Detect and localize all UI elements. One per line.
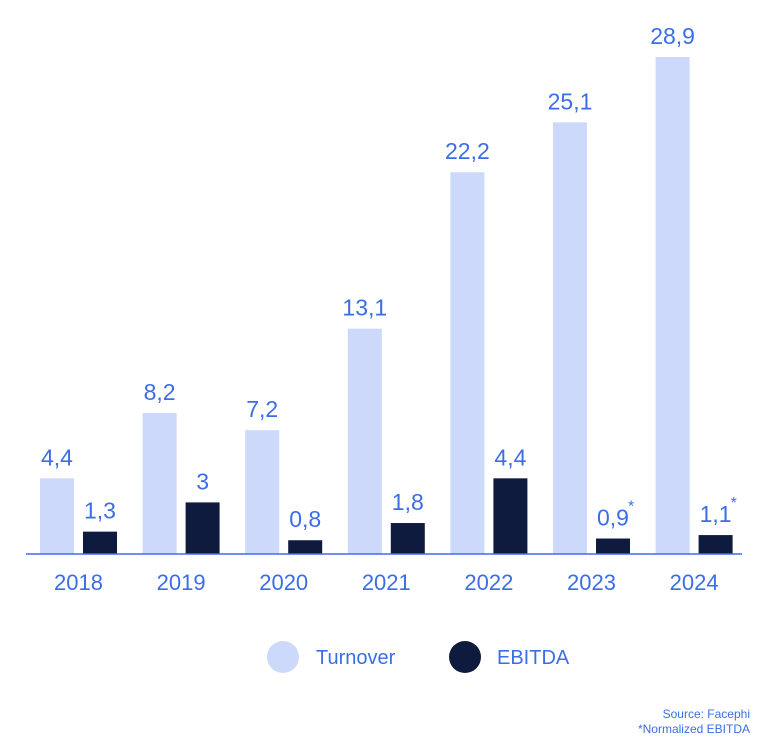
turnover-bar-2024	[655, 57, 690, 554]
turnover-value-label-2019: 8,2	[144, 379, 176, 405]
turnover-bar-2020	[245, 430, 280, 554]
legend-swatch-ebitda	[449, 641, 481, 673]
turnover-bar-2019	[142, 412, 177, 554]
ebitda-value-label-2020: 0,8	[289, 506, 321, 532]
ebitda-bar-2020	[288, 540, 323, 554]
ebitda-value-label-2018: 1,3	[84, 498, 116, 524]
ebitda-bar-2018	[83, 531, 117, 554]
turnover-value-label-2020: 7,2	[246, 396, 278, 422]
turnover-value-label-2018: 4,4	[41, 444, 73, 470]
ebitda-bar-2019	[185, 502, 220, 554]
ebitda-bar-2021	[390, 523, 425, 554]
ebitda-bar-2022	[493, 478, 528, 554]
turnover-value-label-2022: 22,2	[445, 138, 490, 164]
turnover-bar-2023	[553, 122, 587, 554]
x-tick-label-2021: 2021	[362, 570, 411, 595]
ebitda-annotation-2024: *	[731, 495, 737, 512]
turnover-bar-2022	[450, 172, 485, 555]
turnover-value-label-2023: 25,1	[548, 88, 593, 114]
turnover-value-label-2024: 28,9	[650, 23, 695, 49]
ebitda-bar-2023	[596, 538, 630, 554]
x-tick-label-2022: 2022	[464, 570, 513, 595]
legend-label-ebitda: EBITDA	[497, 647, 570, 669]
turnover-bar-2018	[40, 478, 74, 554]
ebitda-value-label-2021: 1,8	[392, 489, 424, 515]
ebitda-value-label-2023: 0,9	[597, 505, 629, 531]
ebitda-value-label-2019: 3	[196, 468, 209, 494]
x-tick-label-2024: 2024	[670, 570, 719, 595]
x-tick-label-2019: 2019	[157, 570, 206, 595]
ebitda-value-label-2024: 1,1	[700, 501, 732, 527]
ebitda-value-label-2022: 4,4	[494, 444, 526, 470]
x-tick-label-2018: 2018	[54, 570, 103, 595]
source-note: Source: Facephi	[662, 707, 750, 721]
turnover-bar-2021	[347, 328, 382, 554]
legend-label-turnover: Turnover	[316, 647, 396, 669]
ebitda-annotation-2023: *	[628, 499, 634, 516]
turnover-value-label-2021: 13,1	[342, 295, 387, 321]
legend-swatch-turnover	[267, 641, 299, 673]
x-tick-label-2020: 2020	[259, 570, 308, 595]
chart-footer: Source: Facephi *Normalized EBITDA	[638, 707, 750, 737]
x-tick-label-2023: 2023	[567, 570, 616, 595]
normalized-ebitda-note: *Normalized EBITDA	[637, 722, 750, 736]
ebitda-bar-2024	[698, 535, 733, 554]
